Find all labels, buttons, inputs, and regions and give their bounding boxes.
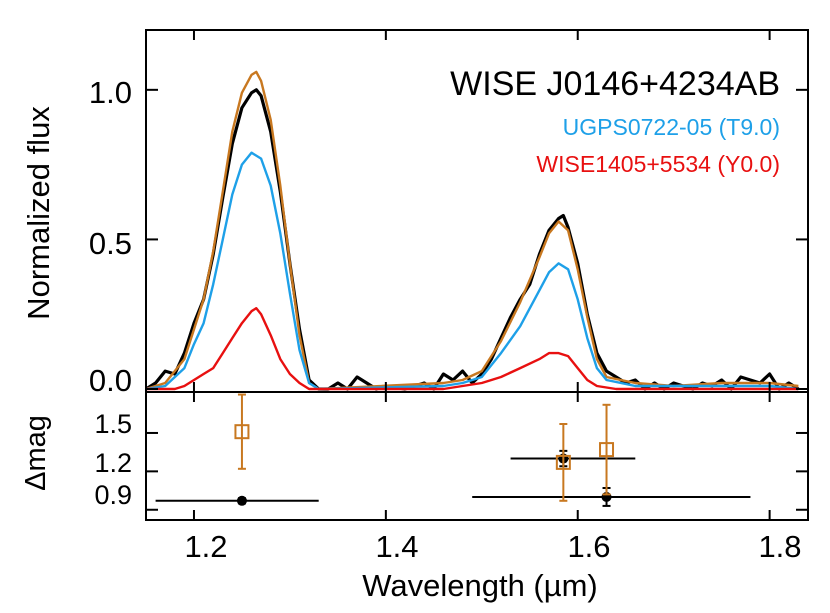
dmag-point-square-1 [555, 454, 571, 470]
flux-ytick-label-2: 1.0 [89, 75, 132, 110]
chart-title: WISE J0146+4234AB [450, 65, 780, 103]
dmag-ytick-label-2: 1.5 [94, 409, 132, 439]
x-axis-label: Wavelength (µm) [362, 568, 598, 603]
flux-series-line-1 [145, 70, 799, 391]
delta-mag-panel-frame [145, 391, 809, 521]
flux-series-line-3 [146, 307, 799, 391]
dmag-ytick-label-0: 0.9 [94, 480, 132, 510]
xtick-label-0: 1.2 [184, 529, 227, 564]
flux-ticks [146, 30, 808, 392]
delta-mag-ticks [146, 392, 808, 520]
dmag-point-square-0 [234, 424, 250, 440]
flux-series-group [145, 70, 800, 391]
dmag-point-square-2 [599, 442, 615, 458]
flux-series-line-2 [145, 151, 799, 391]
xtick-label-3: 1.8 [758, 529, 801, 564]
xtick-label-2: 1.6 [567, 529, 610, 564]
dmag-point-circle-0 [236, 495, 247, 506]
xtick-label-1: 1.4 [375, 529, 418, 564]
legend-item-wise1405: WISE1405+5534 (Y0.0) [536, 151, 780, 177]
flux-ytick-label-1: 0.5 [89, 226, 132, 261]
dmag-ytick-label-1: 1.2 [94, 448, 132, 478]
flux-ytick-label-0: 0.0 [89, 363, 132, 398]
delta-mag-points [155, 393, 751, 507]
flux-panel: 0.0 0.5 1.0 Normalized flux WISE J0146+4… [21, 29, 809, 398]
dmag-y-axis-label: Δmag [20, 415, 52, 491]
flux-y-axis-label: Normalized flux [21, 106, 56, 320]
legend-item-ugps0722: UGPS0722-05 (T9.0) [563, 114, 780, 140]
delta-mag-panel: 0.9 1.2 1.5 Δmag 1.2 1.4 1.6 1.8 Wavelen… [20, 391, 809, 603]
